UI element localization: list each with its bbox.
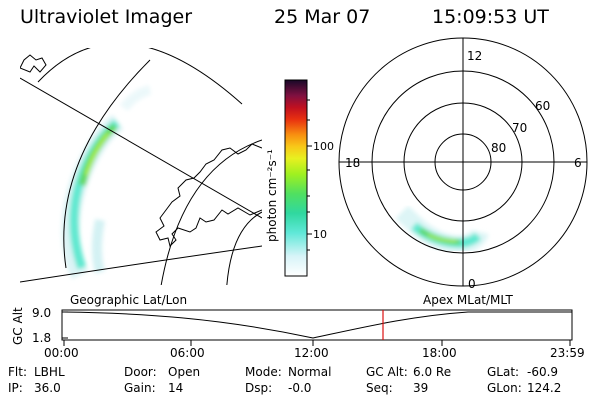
mlt-label-18: 18 — [345, 156, 360, 170]
colorbar — [284, 79, 308, 277]
seq-value: 39 — [413, 381, 429, 395]
colorbar-tick-100: 100 — [313, 140, 334, 153]
geographic-lat-lon-label: Geographic Lat/Lon — [70, 293, 187, 307]
door-value: Open — [168, 365, 201, 379]
door-label: Door: — [124, 365, 157, 379]
colorbar-unit-label: photon cm⁻²s⁻¹ — [265, 149, 279, 242]
filter-label: Flt: — [8, 365, 27, 379]
gain-label: Gain: — [124, 381, 156, 395]
aurora-oval-geographic — [61, 85, 152, 280]
altitude-ytick-1-8: 1.8 — [32, 331, 51, 345]
dsp-label: Dsp: — [245, 381, 273, 395]
mlat-label-60: 60 — [535, 99, 550, 113]
seq-label: Seq: — [366, 381, 393, 395]
mode-value: Normal — [288, 365, 332, 379]
time-tick-0000: 00:00 — [44, 346, 79, 360]
gc-alt-label: GC Alt: — [366, 365, 408, 379]
mlt-label-12: 12 — [467, 49, 482, 63]
mode-label: Mode: — [245, 365, 282, 379]
time-tick-0600: 06:00 — [170, 346, 205, 360]
altitude-ytick-9: 9.0 — [32, 306, 51, 320]
glon-value: 124.2 — [527, 381, 562, 395]
apex-mlat-mlt-label: Apex MLat/MLT — [423, 293, 513, 307]
mlat-label-70: 70 — [512, 121, 527, 135]
altitude-ylabel: GC Alt — [11, 307, 25, 345]
geographic-map — [20, 48, 262, 285]
mlt-label-6: 6 — [574, 156, 582, 170]
ip-label: IP: — [8, 381, 23, 395]
glat-value: -60.9 — [527, 365, 559, 379]
time-label: 15:09:53 UT — [432, 6, 549, 28]
time-tick-2359: 23:59 — [550, 346, 585, 360]
instrument-title: Ultraviolet Imager — [20, 6, 193, 28]
date-label: 25 Mar 07 — [274, 6, 371, 28]
glat-label: GLat: — [487, 365, 520, 379]
aurora-oval-polar — [395, 205, 489, 254]
dsp-value: -0.0 — [288, 381, 312, 395]
gain-value: 14 — [168, 381, 184, 395]
time-tick-1200: 12:00 — [294, 346, 329, 360]
altitude-trace — [63, 311, 572, 339]
coastline-upper — [20, 54, 47, 73]
colorbar-ticks — [307, 99, 312, 251]
filter-value: LBHL — [34, 365, 65, 379]
altitude-panel — [61, 309, 573, 341]
glon-label: GLon: — [487, 381, 522, 395]
polar-plot — [338, 37, 588, 287]
mlat-label-80: 80 — [491, 141, 506, 155]
time-axis-ticks — [63, 340, 571, 346]
coastline-antarctica — [155, 143, 262, 247]
gc-alt-value: 6.0 Re — [413, 365, 452, 379]
time-tick-1800: 18:00 — [422, 346, 457, 360]
colorbar-tick-10: 10 — [313, 228, 327, 241]
ip-value: 36.0 — [34, 381, 61, 395]
mlt-label-0: 0 — [468, 277, 476, 291]
